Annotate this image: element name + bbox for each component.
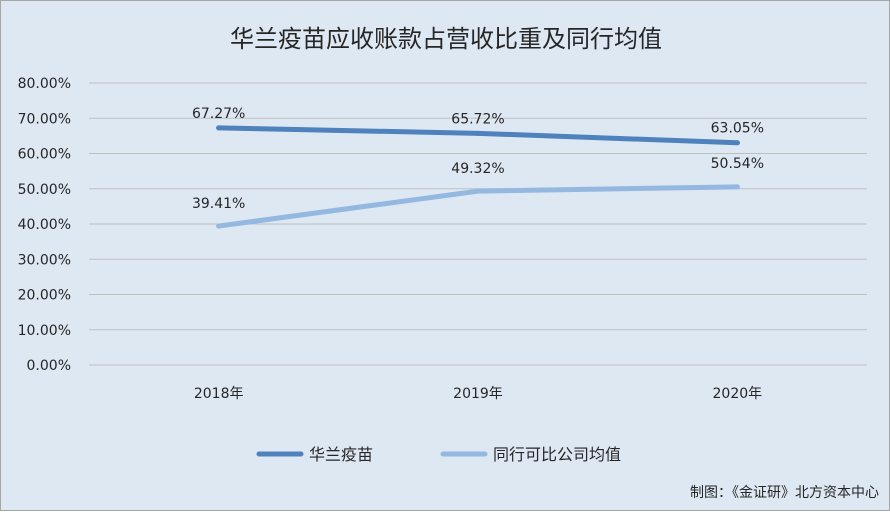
data-label: 39.41% <box>192 196 245 212</box>
data-point <box>216 223 222 229</box>
credit-text: 制图：《金证研》北方资本中心 <box>690 485 879 501</box>
data-point <box>475 130 481 136</box>
data-label: 50.54% <box>711 156 764 172</box>
legend-label: 同行可比公司均值 <box>493 445 621 464</box>
data-label: 65.72% <box>451 111 504 127</box>
data-point <box>734 184 740 190</box>
y-tick-label: 10.00% <box>18 323 71 339</box>
data-label: 49.32% <box>451 161 504 177</box>
y-tick-label: 50.00% <box>18 182 71 198</box>
y-tick-label: 30.00% <box>18 252 71 268</box>
y-tick-label: 80.00% <box>18 76 71 92</box>
x-tick-label: 2019年 <box>453 386 503 402</box>
y-tick-label: 20.00% <box>18 288 71 304</box>
y-tick-label: 40.00% <box>18 217 71 233</box>
y-tick-label: 60.00% <box>18 147 71 163</box>
legend-label: 华兰疫苗 <box>309 445 373 464</box>
x-tick-label: 2020年 <box>713 386 763 402</box>
data-label: 63.05% <box>711 121 764 137</box>
y-tick-label: 70.00% <box>18 111 71 127</box>
x-tick-label: 2018年 <box>194 386 244 402</box>
data-point <box>216 125 222 131</box>
data-label: 67.27% <box>192 106 245 122</box>
y-tick-label: 0.00% <box>27 358 71 374</box>
chart-title: 华兰疫苗应收账款占营收比重及同行均值 <box>230 25 662 53</box>
data-point <box>734 140 740 146</box>
data-point <box>475 188 481 194</box>
